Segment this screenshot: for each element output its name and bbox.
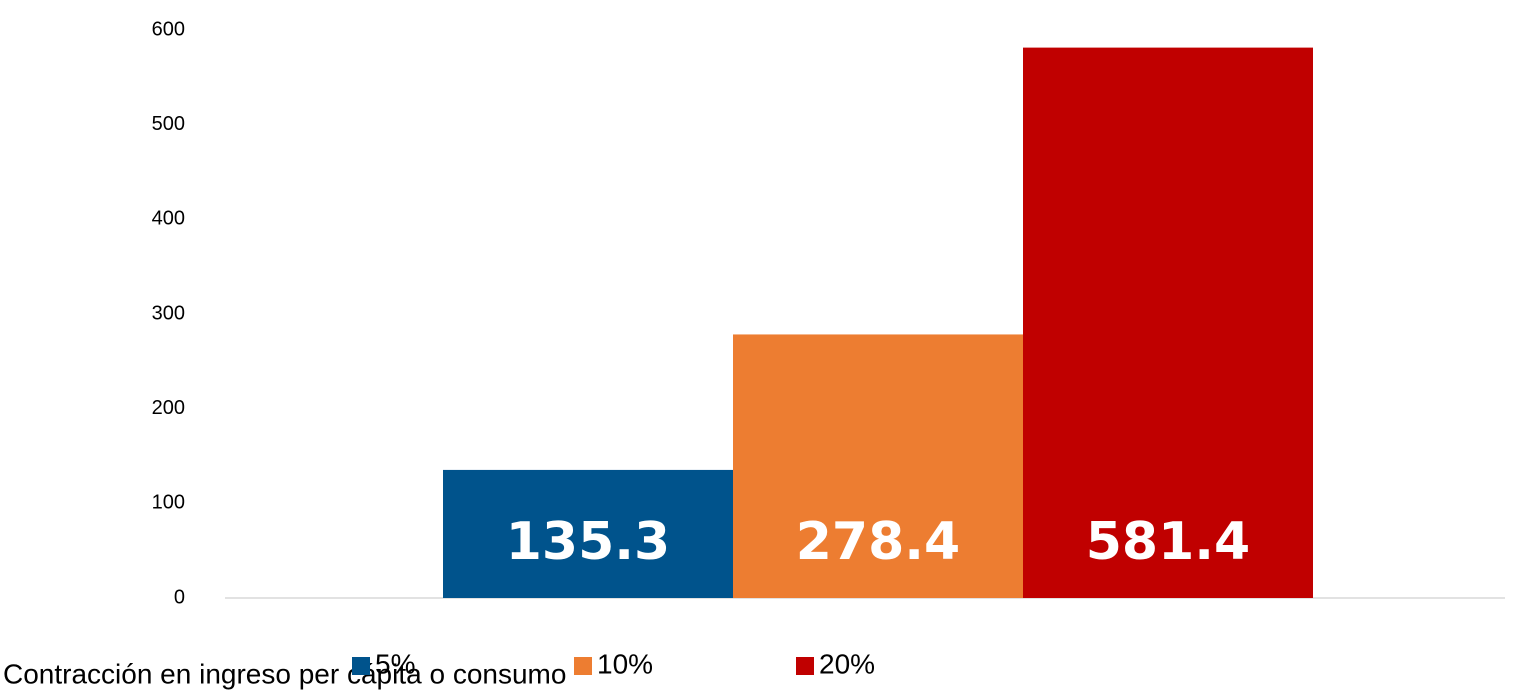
bar <box>1023 47 1313 598</box>
legend-swatch <box>574 657 592 675</box>
legend-label: 10% <box>597 648 653 679</box>
value-label: 581.4 <box>1086 512 1250 572</box>
legend-swatch <box>796 657 814 675</box>
y-tick-label: 300 <box>152 302 185 324</box>
legend-label: 20% <box>819 648 875 679</box>
bar <box>733 334 1023 598</box>
legend-swatch <box>352 657 370 675</box>
value-label: 278.4 <box>796 512 960 572</box>
y-tick-label: 400 <box>152 208 185 230</box>
y-tick-label: 200 <box>152 397 185 419</box>
y-tick-label: 600 <box>152 18 185 40</box>
legend-title: Contracción en ingreso per cápita o cons… <box>3 658 566 689</box>
y-tick-label: 100 <box>152 492 185 514</box>
y-tick-label: 0 <box>174 586 185 608</box>
value-label: 135.3 <box>506 512 670 572</box>
y-tick-label: 500 <box>152 113 185 135</box>
bar <box>443 469 733 598</box>
legend-label: 5% <box>375 648 415 679</box>
